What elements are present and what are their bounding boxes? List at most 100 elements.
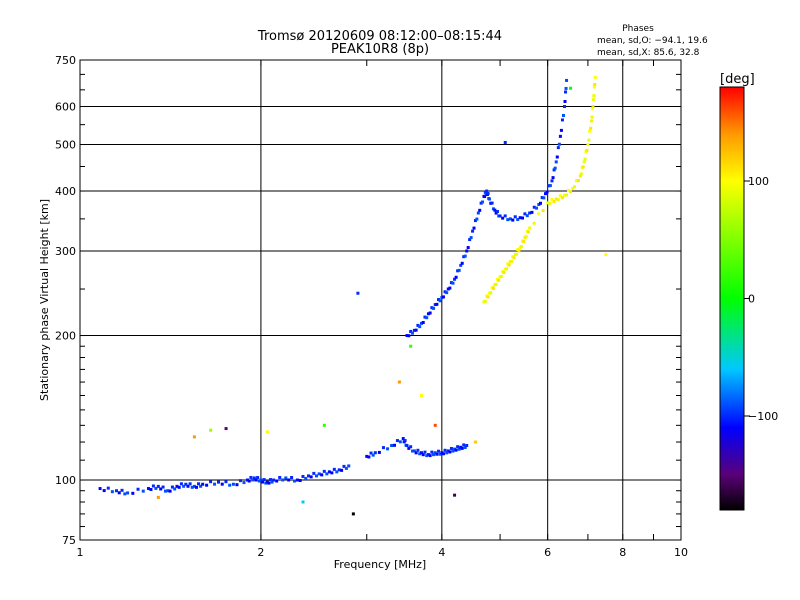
data-point xyxy=(558,194,562,198)
data-point xyxy=(548,201,552,205)
data-point xyxy=(460,446,464,450)
data-point xyxy=(593,75,597,79)
data-point xyxy=(235,483,239,487)
data-point xyxy=(497,278,501,282)
y-tick-label: 300 xyxy=(55,245,76,258)
data-point xyxy=(494,211,498,215)
data-point xyxy=(522,240,526,244)
scatter-point xyxy=(224,427,228,431)
data-point xyxy=(526,230,530,234)
data-point xyxy=(588,129,592,133)
data-point xyxy=(149,487,153,491)
data-point xyxy=(475,217,479,221)
data-point xyxy=(457,447,461,451)
data-point xyxy=(407,334,411,338)
data-point xyxy=(369,451,373,455)
scatter-point xyxy=(351,512,355,516)
data-point xyxy=(448,286,452,290)
data-point xyxy=(421,453,425,457)
data-point xyxy=(546,201,550,205)
data-points xyxy=(98,75,608,516)
data-point xyxy=(547,184,551,188)
data-point xyxy=(344,466,348,470)
scatter-point xyxy=(409,344,413,348)
data-point xyxy=(432,306,436,310)
data-point xyxy=(541,209,545,213)
data-point xyxy=(179,482,183,486)
data-point xyxy=(510,259,514,263)
data-point xyxy=(421,320,425,324)
data-point xyxy=(559,128,563,132)
data-point xyxy=(188,482,192,486)
data-point xyxy=(517,249,521,253)
data-point xyxy=(312,471,316,475)
data-point xyxy=(556,146,560,150)
data-point xyxy=(593,82,597,86)
x-tick-label: 4 xyxy=(438,546,445,559)
x-tick-label: 6 xyxy=(544,546,551,559)
data-point xyxy=(335,470,339,474)
data-point xyxy=(454,448,458,452)
data-point xyxy=(367,455,371,459)
data-point xyxy=(525,214,529,218)
x-tick-label: 10 xyxy=(674,546,688,559)
data-point xyxy=(505,267,509,271)
data-point xyxy=(569,190,573,194)
data-point xyxy=(564,90,568,94)
data-point xyxy=(216,480,220,484)
data-point xyxy=(418,325,422,329)
data-point xyxy=(441,452,445,456)
data-point xyxy=(419,451,423,455)
data-point xyxy=(507,263,511,267)
data-point xyxy=(478,208,482,212)
colorbar-tick-label: −100 xyxy=(748,410,778,423)
data-point xyxy=(565,78,569,82)
data-point xyxy=(465,444,469,448)
data-point xyxy=(390,444,394,448)
data-point xyxy=(231,482,235,486)
data-point xyxy=(554,160,558,164)
data-point xyxy=(428,454,432,458)
data-point xyxy=(491,286,495,290)
data-point xyxy=(453,277,457,281)
data-point xyxy=(410,449,414,453)
data-point xyxy=(538,201,542,205)
data-point xyxy=(270,480,274,484)
data-point xyxy=(524,235,528,239)
data-point xyxy=(552,168,556,172)
data-point xyxy=(560,196,564,200)
data-point xyxy=(416,448,420,452)
scatter-point xyxy=(503,140,507,144)
scatter-point xyxy=(192,435,196,439)
data-point xyxy=(309,475,313,479)
data-point xyxy=(473,219,477,223)
scatter-point xyxy=(397,380,401,384)
data-point xyxy=(256,475,260,479)
data-point xyxy=(199,484,203,488)
data-point xyxy=(490,201,494,205)
data-point xyxy=(591,104,595,108)
data-point xyxy=(585,148,589,152)
data-point xyxy=(175,484,179,488)
data-point xyxy=(548,184,552,188)
data-point xyxy=(438,452,442,456)
data-point xyxy=(489,291,493,295)
data-point xyxy=(535,206,539,210)
data-point xyxy=(440,296,444,300)
data-point xyxy=(432,453,436,457)
data-point xyxy=(425,316,429,320)
data-point xyxy=(523,212,527,216)
data-point xyxy=(246,478,250,482)
data-point xyxy=(168,489,172,493)
data-point xyxy=(410,331,414,335)
y-tick-label: 500 xyxy=(55,139,76,152)
data-point xyxy=(511,218,515,222)
y-tick-label: 75 xyxy=(62,534,76,547)
data-point xyxy=(287,478,291,482)
data-point xyxy=(224,480,228,484)
data-point xyxy=(506,218,510,222)
data-point xyxy=(377,450,381,454)
data-point xyxy=(259,478,263,482)
data-point xyxy=(426,453,430,457)
data-point xyxy=(320,473,324,477)
